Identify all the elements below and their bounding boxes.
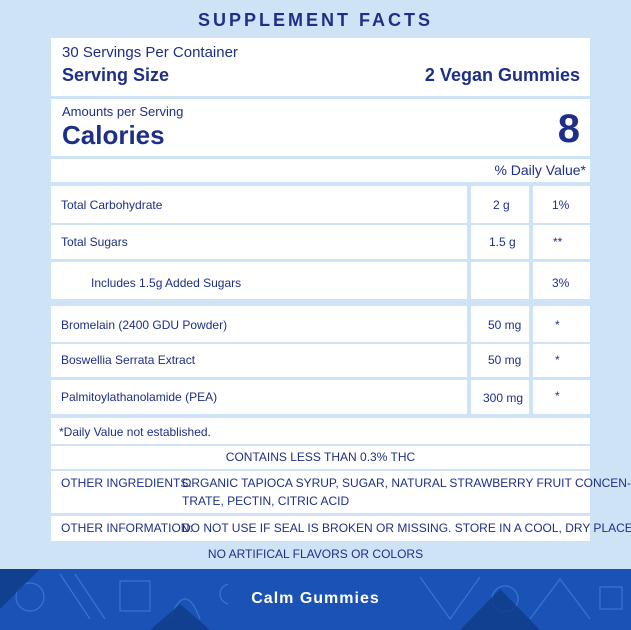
nutrient-name: Includes 1.5g Added Sugars: [91, 276, 242, 290]
table-row: Bromelain (2400 GDU Powder): [51, 306, 467, 342]
thc-box: CONTAINS LESS THAN 0.3% THC: [51, 446, 590, 469]
daily-value-header-text: % Daily Value*: [494, 162, 586, 178]
ingredient-dv: *: [555, 353, 560, 367]
ingredient-dv-cell: *: [533, 380, 590, 414]
table-row: Boswellia Serrata Extract: [51, 344, 467, 377]
nutrient-amount-cell: 2 g: [471, 186, 529, 223]
product-name: Calm Gummies: [251, 590, 380, 607]
table-row: Palmitoylathanolamide (PEA): [51, 380, 467, 414]
ingredient-amount: 50 mg: [488, 353, 522, 367]
servings-per-container: 30 Servings Per Container: [62, 44, 238, 61]
nutrient-name: Total Carbohydrate: [61, 198, 163, 212]
ingredient-amount: 300 mg: [483, 391, 524, 405]
other-ingredients-label: OTHER INGREDIENTS:: [61, 476, 192, 490]
ingredient-dv-cell: *: [533, 306, 590, 342]
nutrient-amount-cell: 1.5 g: [471, 225, 529, 259]
table-row: Total Sugars: [51, 225, 467, 259]
nutrient-amount-cell: [471, 262, 529, 299]
footnote-box: *Daily Value not established.: [51, 418, 590, 444]
serving-size-value: 2 Vegan Gummies: [424, 65, 580, 85]
serving-box: 30 Servings Per Container Serving Size 2…: [51, 38, 590, 96]
ingredient-amount-cell: 50 mg: [471, 344, 529, 377]
amounts-per-serving: Amounts per Serving: [62, 104, 184, 119]
other-information-label: OTHER INFORMATION:: [61, 521, 193, 535]
ingredient-amount-cell: 300 mg: [471, 380, 529, 414]
nutrient-dv: 1%: [552, 198, 570, 212]
ingredient-amount-cell: 50 mg: [471, 306, 529, 342]
other-ingredients-box: OTHER INGREDIENTS: ORGANIC TAPIOCA SYRUP…: [51, 471, 631, 513]
other-ingredients-line2: TRATE, PECTIN, CITRIC ACID: [182, 494, 350, 508]
daily-value-header: % Daily Value*: [51, 159, 590, 182]
product-banner: Calm Gummies: [0, 569, 631, 630]
nutrient-amount: 2 g: [493, 198, 510, 212]
ingredient-amount: 50 mg: [488, 318, 522, 332]
no-artificial-note: NO ARTIFICAL FLAVORS OR COLORS: [207, 547, 424, 561]
other-information-box: OTHER INFORMATION: DO NOT USE IF SEAL IS…: [51, 516, 631, 541]
calories-box: Amounts per Serving Calories 8: [51, 99, 590, 156]
nutrient-dv: **: [553, 235, 563, 249]
nutrient-dv: 3%: [552, 276, 570, 290]
ingredient-dv: *: [555, 389, 560, 403]
calories-value: 8: [557, 107, 580, 151]
footnote-text: *Daily Value not established.: [59, 425, 211, 439]
nutrient-dv-cell: 1%: [533, 186, 590, 223]
table-row: Total Carbohydrate: [51, 186, 467, 223]
ingredient-name: Boswellia Serrata Extract: [61, 353, 196, 367]
nutrient-dv-cell: **: [533, 225, 590, 259]
calories-label: Calories: [62, 120, 165, 150]
serving-size-label: Serving Size: [62, 65, 170, 85]
nutrient-amount: 1.5 g: [489, 235, 516, 249]
nutrient-dv-cell: 3%: [533, 262, 590, 299]
other-ingredients-line1: ORGANIC TAPIOCA SYRUP, SUGAR, NATURAL ST…: [182, 476, 631, 490]
other-information-text: DO NOT USE IF SEAL IS BROKEN OR MISSING.…: [182, 521, 631, 535]
ingredient-name: Palmitoylathanolamide (PEA): [61, 390, 218, 404]
nutrient-name: Total Sugars: [61, 235, 128, 249]
banner-pattern: [0, 569, 623, 630]
ingredient-dv-cell: *: [533, 344, 590, 377]
ingredient-dv: *: [555, 318, 560, 332]
supplement-facts-title: SUPPLEMENT FACTS: [197, 10, 433, 30]
ingredient-name: Bromelain (2400 GDU Powder): [61, 318, 228, 332]
table-row: Includes 1.5g Added Sugars: [51, 262, 467, 299]
thc-note: CONTAINS LESS THAN 0.3% THC: [225, 450, 416, 464]
